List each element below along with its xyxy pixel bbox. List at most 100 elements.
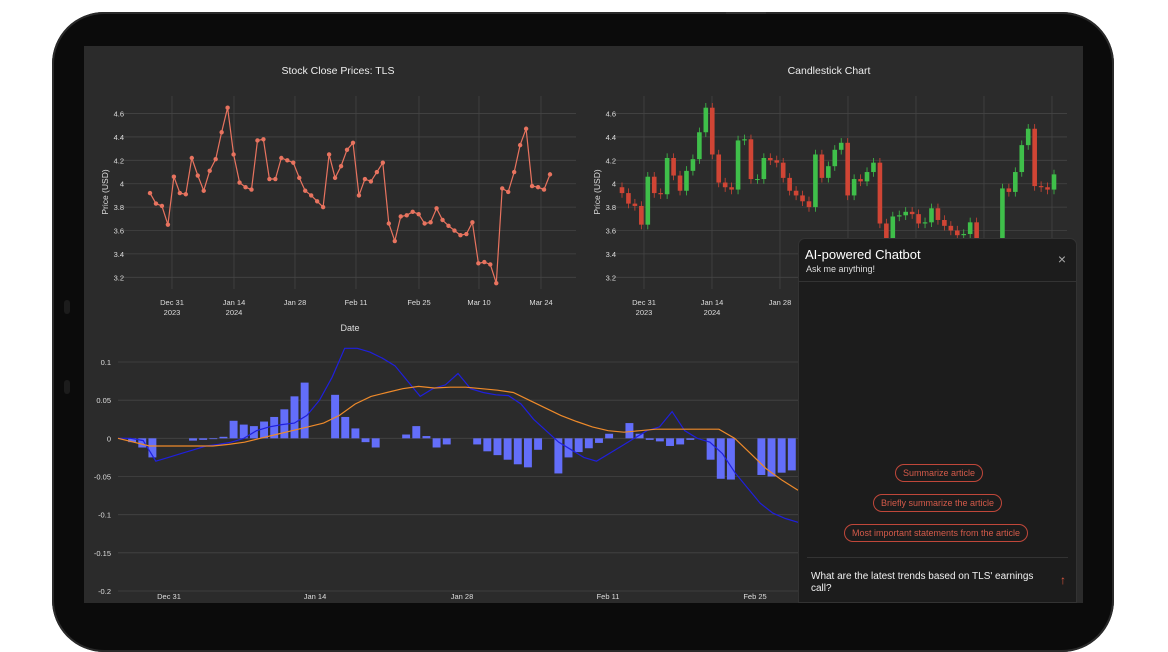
candle-body (767, 157, 773, 161)
histogram-bar (432, 438, 441, 448)
histogram-bar (605, 433, 614, 439)
x-tick-year: 2024 (226, 308, 243, 317)
y-tick-label: 4.2 (606, 156, 616, 165)
price-point (482, 259, 487, 265)
histogram-bar (300, 382, 309, 439)
candle-body (639, 205, 644, 225)
price-point (344, 147, 350, 153)
chatbot-header: AI-powered Chatbot Ask me anything! × (799, 239, 1076, 282)
price-point (380, 160, 386, 165)
price-point (398, 214, 403, 219)
candle-body (1038, 186, 1044, 188)
candle-body (1006, 188, 1012, 192)
y-tick-label: -0.2 (98, 587, 111, 596)
histogram-bar (442, 438, 451, 445)
y-tick-label: 4 (120, 180, 124, 189)
candle-body (819, 154, 825, 178)
x-tick-label: Dec 31 (160, 298, 184, 307)
price-point (165, 222, 171, 227)
candle-body (632, 203, 638, 206)
y-tick-label: 3.4 (114, 250, 124, 259)
price-point (511, 169, 517, 175)
candle-y-axis-label: Price (USD) (592, 169, 602, 215)
candle-body (961, 234, 967, 236)
price-point (326, 152, 332, 157)
suggestion-important-statements-button[interactable]: Most important statements from the artic… (844, 524, 1029, 542)
price-point (225, 105, 230, 110)
price-point (159, 203, 165, 209)
y-tick-label: 3.2 (114, 273, 124, 282)
camera-notch (726, 12, 766, 14)
x-tick-label: Feb 25 (743, 592, 766, 601)
price-point (452, 228, 457, 233)
x-tick-label: Jan 14 (223, 298, 246, 307)
candle-body (690, 159, 696, 171)
histogram-bar (534, 438, 543, 450)
candle-body (722, 182, 728, 188)
histogram-bar (584, 438, 593, 449)
suggestion-brief-summary-button[interactable]: Briefly summarize the article (873, 494, 1003, 512)
price-point (350, 140, 356, 145)
price-point (273, 176, 278, 182)
histogram-bar (787, 438, 796, 471)
candle-body (896, 215, 902, 217)
candle-body (806, 201, 812, 208)
candle-body (922, 222, 928, 224)
candle-body (845, 142, 850, 196)
histogram-bar (341, 416, 350, 439)
y-tick-label: 3.4 (606, 250, 616, 259)
candle-body (735, 140, 741, 190)
histogram-bar (676, 438, 685, 445)
candle-body (626, 193, 631, 204)
candle-body (884, 223, 889, 242)
histogram-bar (290, 396, 299, 439)
histogram-bar (767, 438, 776, 477)
price-point (201, 188, 206, 193)
y-tick-label: 0.1 (101, 358, 111, 367)
x-tick-label: Jan 14 (701, 298, 724, 307)
candle-body (774, 160, 780, 163)
price-point (494, 280, 499, 286)
price-point (440, 217, 445, 223)
histogram-bar (270, 416, 279, 439)
price-point (207, 168, 212, 174)
histogram-bar (473, 438, 482, 445)
price-point (458, 232, 463, 238)
price-point (488, 262, 493, 267)
histogram-bar (361, 438, 370, 443)
side-button (64, 300, 70, 314)
x-tick-label: Feb 11 (597, 592, 620, 601)
chat-divider (807, 557, 1068, 558)
candle-body (948, 225, 954, 231)
price-point (338, 163, 344, 169)
price-point (422, 221, 427, 226)
price-point (147, 190, 153, 196)
send-arrow-icon[interactable]: ↑ (1060, 573, 1066, 587)
histogram-bar (757, 438, 766, 475)
candle-body (838, 142, 844, 150)
x-tick-label: Feb 11 (345, 298, 368, 307)
histogram-bar (513, 438, 522, 465)
candle-chart-title: Candlestick Chart (788, 65, 871, 77)
close-icon[interactable]: × (1057, 251, 1066, 267)
close-price-line (149, 107, 551, 284)
histogram-bar (239, 424, 248, 439)
chat-message-input[interactable]: What are the latest trends based on TLS'… (811, 571, 1034, 594)
histogram-bar (138, 438, 147, 448)
price-point (285, 158, 290, 163)
candle-body (832, 149, 838, 167)
y-tick-label: 3.8 (606, 203, 616, 212)
y-tick-label: -0.15 (94, 549, 111, 558)
histogram-bar (574, 438, 583, 453)
histogram-bar (412, 426, 421, 439)
candle-body (942, 219, 947, 226)
candle-body (793, 190, 799, 196)
histogram-bar (645, 438, 654, 440)
price-point (195, 173, 200, 178)
candle-body (967, 222, 973, 235)
price-point (392, 238, 397, 244)
suggestion-summarize-button[interactable]: Summarize article (895, 464, 984, 482)
chatbot-panel: AI-powered Chatbot Ask me anything! × Su… (798, 238, 1077, 603)
y-tick-label: -0.05 (94, 473, 111, 482)
price-point (308, 193, 314, 198)
